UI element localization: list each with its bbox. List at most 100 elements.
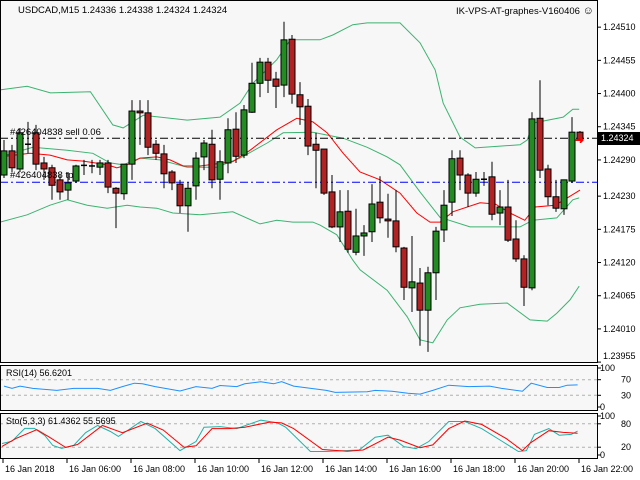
candle [32,124,40,171]
bull-candle-body [256,61,264,84]
candle [512,220,520,262]
bull-candle-body [528,118,536,289]
stochastic-title: Sto(5,3,3) 61.4362 55.5695 [6,416,116,426]
candle [488,161,496,221]
symbol-ohlc-header: USDCAD,M15 1.24336 1.24338 1.24324 1.243… [18,5,228,16]
candle [40,156,48,180]
time-tick-label: 16 Jan 10:00 [197,464,249,474]
candle [8,144,16,172]
bull-candle-body [200,142,208,158]
candle [528,112,536,291]
bear-candle-body [488,176,496,215]
candle [560,179,568,215]
bear-candle-body [464,174,472,194]
candle [104,159,112,194]
bull-candle-body [192,157,200,187]
bull-candle-body [248,82,256,113]
panel-tick-label: 100 [600,363,615,373]
bear-candle-body [552,196,560,209]
bear-candle-body [320,148,328,194]
bear-candle-body [512,238,520,260]
time-tick-label: 16 Jan 18:00 [453,464,505,474]
candle [272,71,280,109]
candle [224,118,232,174]
panel-tick-label: 100 [600,411,615,421]
bull-candle-body [64,182,72,191]
candle [392,190,400,253]
candle [232,112,240,163]
panel-tick-label: 0 [600,450,605,460]
candle [568,117,576,183]
candle [96,159,104,176]
main-plot-area [0,0,597,363]
candle [208,129,216,189]
bear-candle-body [544,168,552,198]
bear-candle-body [416,282,424,311]
price-tick-label: 1.24455 [603,55,636,65]
candle [352,208,360,256]
candle [296,82,304,125]
candle [424,266,432,352]
time-tick-label: 16 Jan 22:00 [581,464,633,474]
price-tick-label: 1.24510 [603,22,636,32]
candle [448,150,456,217]
candle [416,267,424,346]
bull-candle-body [360,232,368,237]
candle [136,100,144,145]
price-tick-label: 1.24010 [603,324,636,334]
price-tick-label: 1.24120 [603,258,636,268]
time-tick-label: 16 Jan 20:00 [517,464,569,474]
stochastic-panel: 100 80 20 0 [0,411,631,460]
candle [264,57,272,93]
candle [128,100,136,180]
bull-candle-body [16,132,24,170]
bear-candle-body [136,110,144,114]
sell-order-label[interactable]: #426404838 sell 0.06 [10,127,101,138]
candle [368,184,376,243]
candle [360,225,368,256]
bear-candle-body [288,38,296,95]
candle [152,140,160,160]
price-tick-label: 1.24230 [603,191,636,201]
candle [544,164,552,206]
candle [240,105,248,159]
bear-candle-body [168,171,176,184]
candle [176,179,184,214]
candle [384,193,392,238]
bear-candle-body [376,201,384,219]
candle [25,121,31,154]
bear-candle-body [536,117,544,171]
middle-band-line [0,131,580,228]
bear-candle-body [40,162,48,170]
candle [320,148,328,195]
bull-candle-body [408,281,416,289]
bull-candle-body [472,178,480,194]
bull-candle-body [352,235,360,253]
bear-candle-body [312,143,320,151]
candle [576,130,584,140]
rsi-title: RSI(14) 56.6201 [6,368,73,378]
bear-candle-body [32,132,40,165]
bear-candle-body [344,210,352,250]
bull-candle-body [368,203,376,233]
candle [64,171,72,200]
bull-candle-body [96,162,104,168]
bull-candle-body [224,129,232,164]
smiley-icon: ☺ [582,5,594,17]
main-frame [0,0,598,363]
candle [304,98,312,156]
bear-candle-body [264,61,272,81]
bull-candle-body [448,158,456,203]
price-tick-label: 1.24065 [603,291,636,301]
candle [160,144,168,189]
candle [48,164,56,200]
bull-candle-body [432,230,440,274]
expert-advisor-name[interactable]: IK-VPS-AT-graphes-V160406 ☺ [456,5,594,17]
candle [552,179,560,212]
bull-candle-body [560,179,568,210]
take-profit-label[interactable]: #426404838 tp [10,170,74,181]
bull-candle-body [280,39,288,86]
bear-candle-body [520,258,528,288]
bull-candle-body [216,161,224,180]
